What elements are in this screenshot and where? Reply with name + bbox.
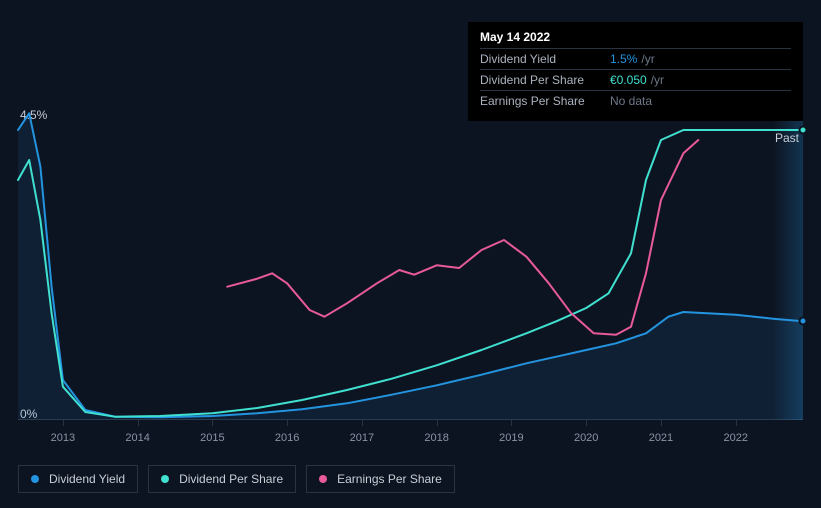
tooltip-row-value: €0.050 xyxy=(610,73,647,87)
x-tick-label: 2022 xyxy=(723,432,747,444)
past-label: Past xyxy=(775,131,799,145)
series-end-marker-dividend_per_share xyxy=(799,126,808,135)
legend-label: Dividend Yield xyxy=(49,472,125,486)
series-line-earnings_per_share xyxy=(227,140,698,335)
chart-tooltip: May 14 2022 Dividend Yield1.5%/yrDividen… xyxy=(468,22,803,121)
x-tick-label: 2016 xyxy=(275,432,299,444)
chart-svg xyxy=(18,120,803,420)
legend-dot-icon xyxy=(319,475,327,483)
x-tick-mark xyxy=(63,420,64,426)
tooltip-row-suffix: /yr xyxy=(651,73,664,87)
x-tick-mark xyxy=(437,420,438,426)
tooltip-row: Earnings Per ShareNo data xyxy=(480,90,791,111)
legend-item[interactable]: Dividend Yield xyxy=(18,465,138,493)
legend-label: Earnings Per Share xyxy=(337,472,442,486)
tooltip-date: May 14 2022 xyxy=(480,30,791,48)
x-tick-label: 2021 xyxy=(649,432,673,444)
x-tick-mark xyxy=(362,420,363,426)
x-tick-mark xyxy=(511,420,512,426)
x-tick-mark xyxy=(661,420,662,426)
x-tick-label: 2014 xyxy=(125,432,149,444)
x-tick-label: 2019 xyxy=(499,432,523,444)
x-tick-mark xyxy=(212,420,213,426)
x-axis: 2013 2014 2015 2016 2017 2018 2019 2020 2021 2022 xyxy=(18,432,803,446)
legend-item[interactable]: Earnings Per Share xyxy=(306,465,455,493)
tooltip-row-label: Dividend Per Share xyxy=(480,73,610,87)
x-tick-label: 2017 xyxy=(350,432,374,444)
plot-area[interactable] xyxy=(18,120,803,420)
series-end-marker-dividend_yield xyxy=(799,317,808,326)
tooltip-row: Dividend Yield1.5% /yr xyxy=(480,48,791,69)
x-tick-label: 2018 xyxy=(424,432,448,444)
x-tick-label: 2013 xyxy=(51,432,75,444)
tooltip-row-value: No data xyxy=(610,94,652,108)
legend-dot-icon xyxy=(161,475,169,483)
tooltip-row: Dividend Per Share€0.050/yr xyxy=(480,69,791,90)
x-tick-label: 2015 xyxy=(200,432,224,444)
legend-item[interactable]: Dividend Per Share xyxy=(148,465,296,493)
x-tick-label: 2020 xyxy=(574,432,598,444)
legend-dot-icon xyxy=(31,475,39,483)
chart-legend: Dividend Yield Dividend Per Share Earnings… xyxy=(18,465,455,493)
x-tick-mark xyxy=(287,420,288,426)
x-tick-mark xyxy=(586,420,587,426)
x-tick-mark xyxy=(138,420,139,426)
tooltip-row-label: Dividend Yield xyxy=(480,52,610,66)
legend-label: Dividend Per Share xyxy=(179,472,283,486)
tooltip-row-value: 1.5% xyxy=(610,52,637,66)
tooltip-row-label: Earnings Per Share xyxy=(480,94,610,108)
x-tick-mark xyxy=(736,420,737,426)
tooltip-row-suffix: /yr xyxy=(641,52,654,66)
